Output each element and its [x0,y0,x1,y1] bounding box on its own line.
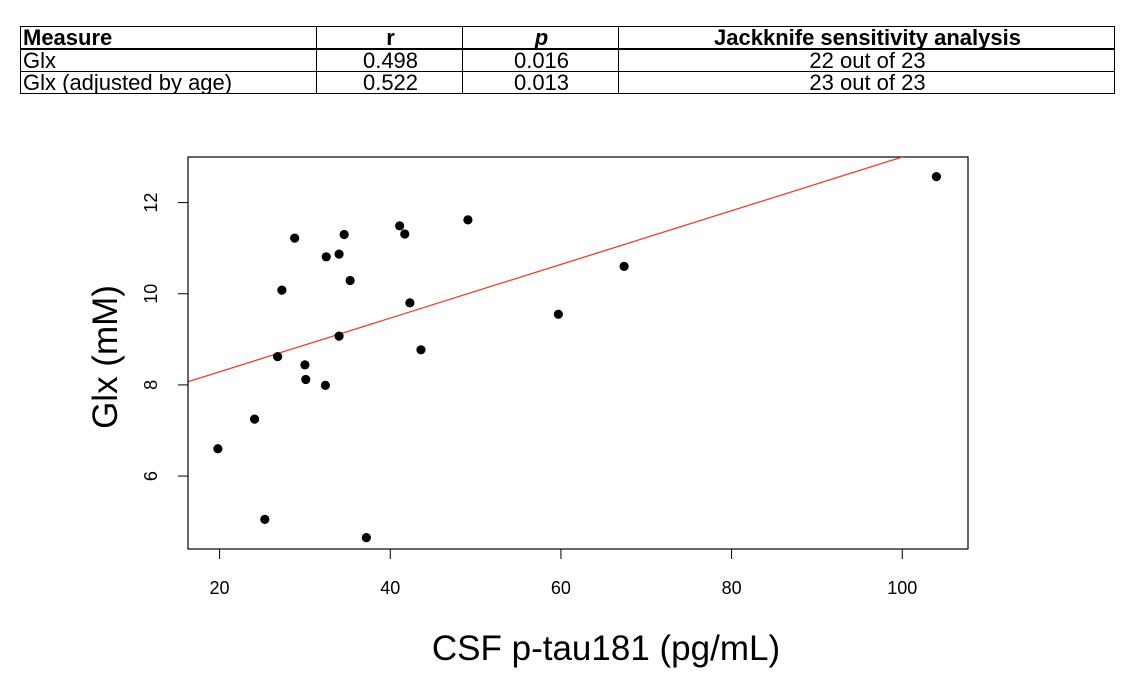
x-tick-label: 40 [380,578,400,598]
data-point [300,360,310,370]
table-row: Glx (adjusted by age) 0.522 0.013 23 out… [20,71,1115,94]
y-axis: 6 8 10 12 [141,193,189,481]
data-point [249,414,260,424]
cell-measure: Glx (adjusted by age) [20,71,317,94]
x-tick-label: 100 [887,578,917,598]
data-point [334,249,344,259]
x-tick-label: 80 [722,578,742,598]
data-point [931,172,942,182]
data-point [553,309,563,319]
cell-p: 0.013 [462,71,619,94]
data-point [619,261,629,271]
header-measure: Measure [20,26,317,50]
cell-p: 0.016 [462,48,619,72]
stats-table: Measure r p Jackknife sensitivity analys… [20,26,1115,94]
points-layer [213,172,942,543]
data-point [400,229,410,239]
data-point [260,514,270,524]
table-header-row: Measure r p Jackknife sensitivity analys… [20,26,1115,50]
fit-line-layer [188,157,905,383]
y-tick-label: 12 [141,193,161,213]
cell-r: 0.522 [316,71,463,94]
data-point [339,229,349,240]
cell-jackknife: 23 out of 23 [618,71,1115,94]
data-point [321,252,331,262]
data-point [290,233,300,243]
data-point [463,215,473,225]
data-point [301,374,311,385]
data-point [361,533,371,543]
x-tick-label: 20 [210,578,230,598]
data-point [405,298,415,308]
data-point [277,285,287,295]
y-axis-label: Glx (mM) [86,285,125,429]
data-point [395,221,405,231]
data-point [213,444,223,454]
fit-line [188,157,905,383]
y-tick-label: 10 [141,284,161,304]
data-point [320,380,330,390]
plot-frame [187,156,969,550]
header-jackknife: Jackknife sensitivity analysis [618,26,1115,50]
header-p: p [462,26,619,50]
x-axis-label: CSF p-tau181 (pg/mL) [432,629,780,668]
x-tick-label: 60 [551,578,571,598]
data-point [345,275,355,286]
data-point [334,331,344,341]
data-point [416,345,426,355]
y-tick-label: 6 [141,471,161,481]
y-tick-label: 8 [141,380,161,390]
data-point [273,352,283,362]
x-axis: 20 40 60 80 100 [210,548,917,598]
